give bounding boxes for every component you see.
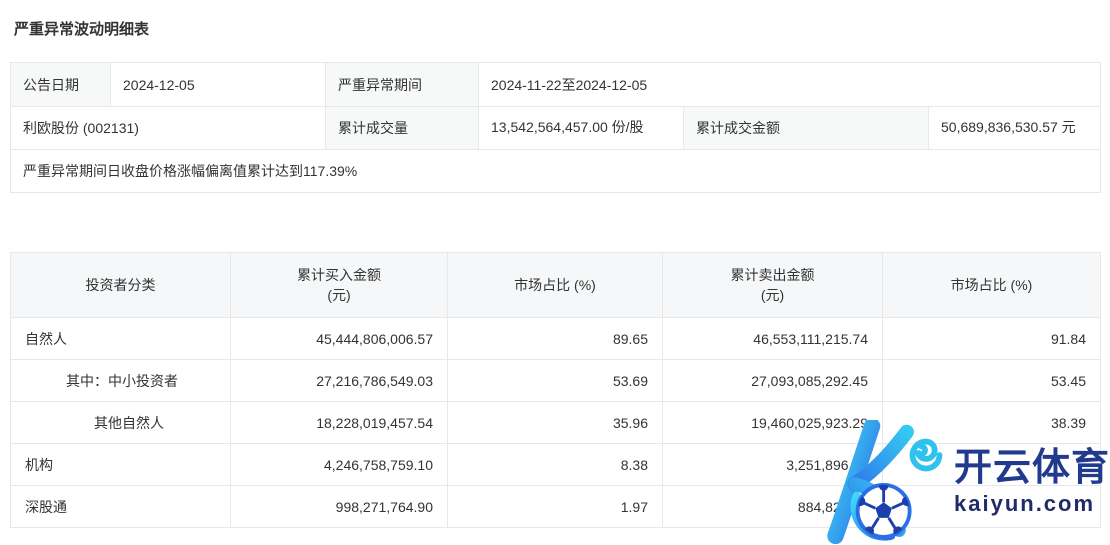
- announce-date-value: 2024-12-05: [110, 62, 326, 107]
- row-sell-share: 38.39: [882, 401, 1101, 444]
- investor-table-header-row: 投资者分类 累计买入金额 (元) 市场占比 (%) 累计卖出金额 (元) 市场占…: [10, 252, 1101, 318]
- row-category: 深股通: [10, 485, 231, 528]
- row-buy-amount: 18,228,019,457.54: [230, 401, 448, 444]
- investor-table: 投资者分类 累计买入金额 (元) 市场占比 (%) 累计卖出金额 (元) 市场占…: [10, 252, 1101, 528]
- header-line: 投资者分类: [85, 277, 156, 293]
- cumulative-volume-value: 13,542,564,457.00 份/股: [478, 106, 684, 150]
- row-buy-share: 35.96: [447, 401, 663, 444]
- header-line: (元): [760, 287, 785, 303]
- row-buy-share: 1.97: [447, 485, 663, 528]
- cumulative-amount-label: 累计成交金额: [683, 106, 929, 150]
- cumulative-amount-value: 50,689,836,530.57 元: [927, 106, 1102, 150]
- header-sell-market-share: 市场占比 (%): [882, 252, 1101, 318]
- row-category: 机构: [10, 443, 231, 486]
- row-sell-amount: 19,460,025,923.29: [662, 401, 883, 444]
- header-line: 市场占比 (%): [950, 277, 1033, 293]
- football-icon: [855, 482, 912, 539]
- header-sell-amount: 累计卖出金额 (元): [662, 252, 883, 318]
- row-sell-share: [882, 485, 1101, 528]
- header-investor-category: 投资者分类: [10, 252, 231, 318]
- row-buy-amount: 998,271,764.90: [230, 485, 448, 528]
- row-buy-share: 89.65: [447, 317, 663, 360]
- row-buy-amount: 45,444,806,006.57: [230, 317, 448, 360]
- table-row: 其他自然人 18,228,019,457.54 35.96 19,460,025…: [10, 401, 1101, 444]
- brand-name: 开云体育: [954, 447, 1110, 490]
- brand-domain: kaiyun.com: [954, 491, 1096, 517]
- table-row: 其中：中小投资者 27,216,786,549.03 53.69 27,093,…: [10, 359, 1101, 402]
- row-sell-amount: 27,093,085,292.45: [662, 359, 883, 402]
- table-row: 自然人 45,444,806,006.57 89.65 46,553,111,2…: [10, 317, 1101, 360]
- abnormal-period-label: 严重异常期间: [325, 62, 479, 107]
- abnormal-period-value: 2024-11-22至2024-12-05: [477, 62, 1102, 107]
- header-buy-market-share: 市场占比 (%): [447, 252, 663, 318]
- table-row: 深股通 998,271,764.90 1.97 884,829,07: [10, 485, 1101, 528]
- row-sell-amount: 46,553,111,215.74: [662, 317, 883, 360]
- kaiyun-logo-icon: [827, 420, 943, 545]
- deviation-note: 严重异常期间日收盘价格涨幅偏离值累计达到117.39%: [9, 148, 1102, 193]
- header-line: 累计买入金额: [297, 267, 381, 283]
- kaiyun-watermark: 开云体育 kaiyun.com: [822, 420, 1110, 545]
- header-line: 累计卖出金额: [730, 267, 815, 283]
- stock-name: 利欧股份 (002131): [10, 106, 326, 150]
- header-line: 市场占比 (%): [514, 277, 596, 293]
- row-buy-amount: 27,216,786,549.03: [230, 359, 448, 402]
- row-buy-amount: 4,246,758,759.10: [230, 443, 448, 486]
- cumulative-volume-label: 累计成交量: [325, 106, 479, 150]
- row-category: 自然人: [10, 317, 231, 360]
- watermark-text: 开云体育 kaiyun.com: [954, 447, 1110, 517]
- swirl-icon: [909, 438, 943, 472]
- header-line: (元): [327, 287, 351, 303]
- row-buy-share: 53.69: [447, 359, 663, 402]
- table-row: 机构 4,246,758,759.10 8.38 3,251,896,10: [10, 443, 1101, 486]
- page-title: 严重异常波动明细表: [14, 21, 150, 38]
- header-buy-amount: 累计买入金额 (元): [230, 252, 448, 318]
- row-sell-share: 53.45: [882, 359, 1101, 402]
- row-buy-share: 8.38: [447, 443, 663, 486]
- row-category: 其他自然人: [10, 401, 231, 444]
- summary-table: 公告日期 2024-12-05 严重异常期间 2024-11-22至2024-1…: [9, 62, 1102, 193]
- row-category: 其中：中小投资者: [10, 359, 231, 402]
- row-sell-share: 91.84: [882, 317, 1101, 360]
- announce-date-label: 公告日期: [10, 62, 111, 107]
